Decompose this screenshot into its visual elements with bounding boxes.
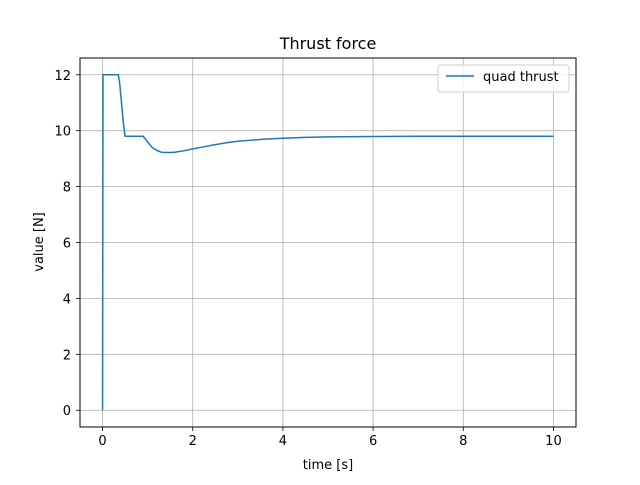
y-tick-label: 12: [54, 69, 71, 84]
grid-lines: [80, 58, 576, 427]
y-tick-label: 4: [63, 292, 71, 307]
legend-box: [437, 64, 570, 93]
legend: quad thrust: [437, 64, 570, 93]
y-tick-label: 2: [63, 348, 71, 363]
x-tick-label: 0: [98, 434, 106, 449]
x-tick-label: 10: [545, 434, 562, 449]
y-tick-label: 6: [63, 237, 71, 252]
series-line-quad-thrust: [101, 74, 554, 411]
y-tick-label: 0: [63, 404, 71, 419]
x-axis-ticks: 0 2 4 6 8 10: [98, 427, 562, 449]
y-axis-label: value [N]: [32, 212, 47, 272]
series-layer: [101, 74, 554, 411]
x-axis-label: time [s]: [303, 458, 353, 473]
x-tick-label: 6: [369, 434, 377, 449]
legend-label-quad-thrust: quad thrust: [483, 70, 559, 85]
x-tick-label: 2: [189, 434, 197, 449]
x-tick-label: 8: [459, 434, 467, 449]
chart-title: Thrust force: [279, 34, 377, 53]
x-tick-label: 4: [279, 434, 287, 449]
y-tick-label: 8: [63, 181, 71, 196]
y-axis-ticks: 0 2 4 6 8 10 12: [54, 69, 80, 419]
y-tick-label: 10: [54, 125, 71, 140]
